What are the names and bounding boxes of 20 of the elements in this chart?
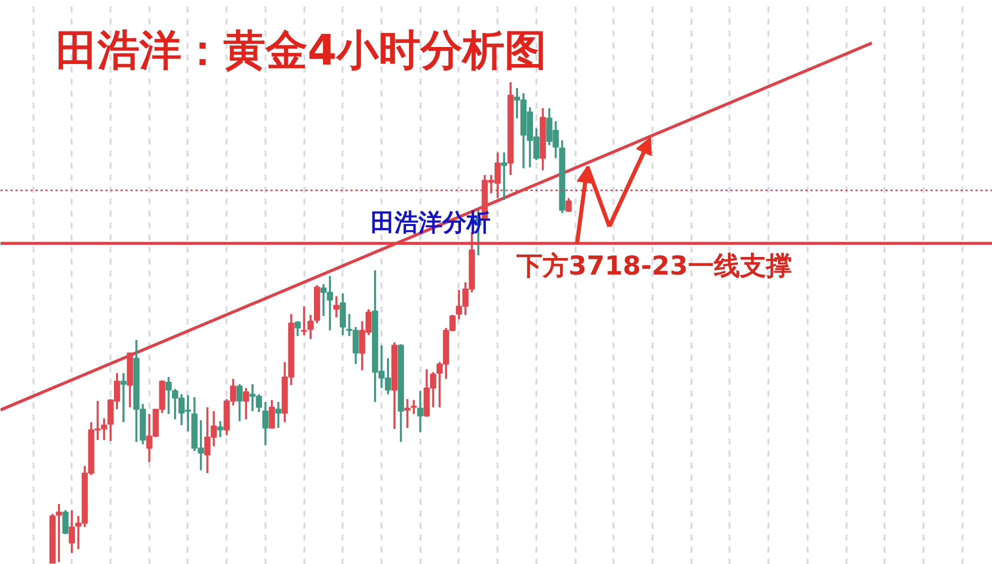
candlestick bbox=[501, 151, 508, 202]
annotation: 下方3718-23一线支撑 bbox=[516, 251, 792, 282]
candlestick bbox=[294, 320, 301, 338]
candlestick bbox=[120, 372, 127, 424]
candlestick bbox=[417, 390, 424, 434]
candlestick bbox=[566, 197, 572, 214]
candlestick bbox=[68, 509, 75, 554]
chart-title: 田浩洋：黄金4小时分析图 bbox=[56, 26, 547, 74]
candlestick bbox=[242, 387, 250, 420]
candlestick bbox=[236, 383, 243, 422]
candlestick bbox=[301, 305, 308, 336]
candlestick bbox=[262, 400, 268, 446]
candlestick bbox=[62, 509, 68, 536]
candlestick bbox=[166, 376, 172, 416]
candlestick bbox=[307, 314, 314, 340]
candlestick bbox=[275, 400, 282, 429]
candlestick bbox=[56, 502, 62, 564]
candlestick bbox=[217, 420, 224, 438]
candlestick bbox=[268, 399, 275, 429]
candlestick bbox=[333, 295, 340, 318]
